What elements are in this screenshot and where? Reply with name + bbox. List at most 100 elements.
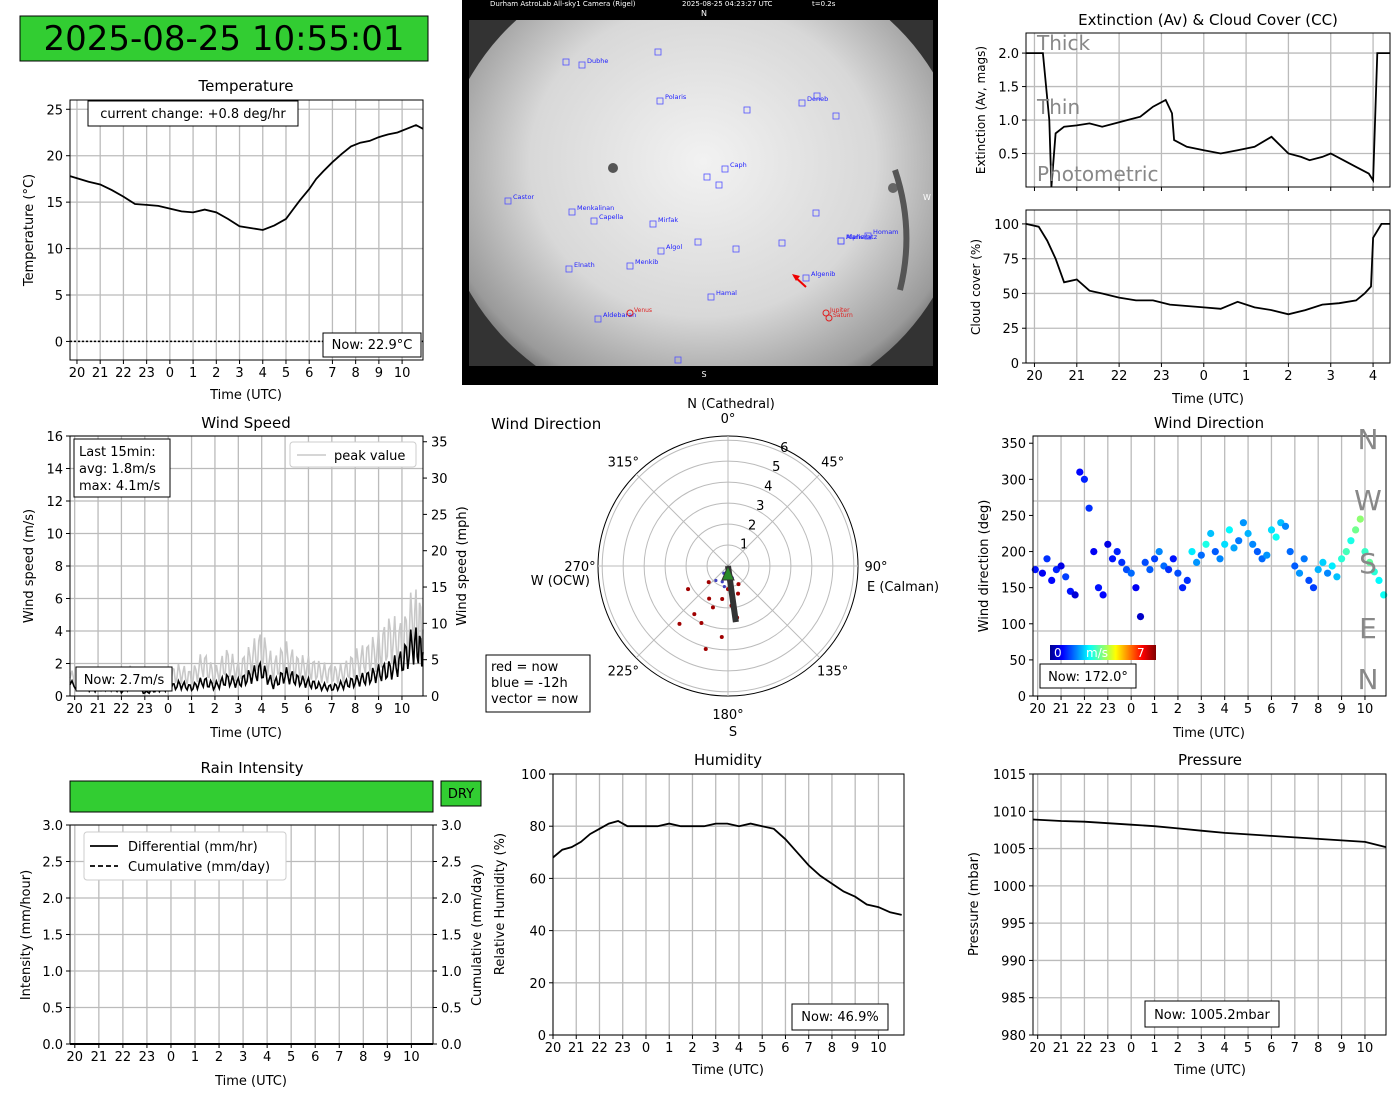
allsky-planet-marker [822, 309, 830, 317]
allsky-star-marker [590, 217, 598, 225]
wind-direction-point [1221, 540, 1229, 548]
rain-xtick-label: 6 [311, 1050, 319, 1065]
humidity-xtick-label: 0 [642, 1041, 650, 1056]
humidity-now-text: Now: 46.9% [801, 1010, 878, 1025]
wind-direction-point [1132, 584, 1140, 592]
wind-speed-y2tick-label: 20 [431, 545, 448, 560]
allsky-star-marker [715, 181, 723, 189]
wind-polar-now-point [692, 612, 697, 617]
allsky-star-marker [743, 106, 751, 114]
rain-ytick-label: 2.0 [42, 892, 63, 907]
allsky-star-marker [657, 247, 665, 255]
wind-direction-point [1099, 591, 1107, 599]
wind-direction-xtick-label: 21 [1053, 702, 1070, 717]
wind-direction-point [1108, 555, 1117, 563]
wind-direction-xtick-label: 23 [1100, 702, 1117, 717]
wind-speed-ytick-label: 16 [46, 430, 63, 445]
wind-direction-point [1038, 569, 1046, 577]
wind-speed-xtick-label: 7 [328, 702, 336, 717]
wind-polar-past-point [714, 578, 718, 583]
humidity-ytick-label: 0 [538, 1029, 546, 1044]
pressure-ytick-label: 1015 [993, 768, 1026, 783]
wind-direction-point [1085, 504, 1093, 512]
temperature-axes-frame [69, 99, 424, 361]
wind-direction-point [1230, 544, 1238, 552]
pressure-now-text: Now: 1005.2mbar [1154, 1008, 1270, 1023]
wind-direction-point [1169, 555, 1177, 563]
pressure-xtick-label: 2 [1174, 1041, 1182, 1056]
allsky-star-marker [594, 315, 602, 323]
allsky-star-label: Caph [730, 161, 747, 169]
allsky-star-label: Homam [873, 228, 899, 236]
allsky-south-label: S [701, 370, 706, 379]
extinction-series-line [1026, 52, 1390, 188]
wind-speed-xtick-label: 2 [211, 702, 219, 717]
allsky-star-marker [832, 112, 840, 120]
humidity-xtick-label: 4 [735, 1041, 743, 1056]
allsky-star-label: Algenib [811, 270, 835, 278]
cloud-xlabel: Time (UTC) [1171, 392, 1244, 407]
wind-direction-title: Wind Direction [1154, 414, 1264, 432]
wind-direction-colorbar-label: m/s [1086, 646, 1108, 660]
wind-polar-spoke [635, 565, 729, 659]
cloud-xtick-label: 23 [1153, 369, 1170, 384]
rain-status-text: DRY [448, 787, 474, 802]
wind-direction-now-box [1039, 663, 1137, 689]
wind-direction-ytick-label: 100 [1001, 618, 1026, 633]
wind-direction-point [1305, 576, 1313, 585]
humidity-ytick-label: 40 [529, 925, 546, 940]
wind-direction-xtick-label: 1 [1150, 702, 1158, 717]
allsky-star-marker [812, 209, 820, 217]
humidity-xtick-label: 10 [870, 1041, 887, 1056]
wind-speed-stats-2: avg: 1.8m/s [79, 462, 156, 477]
allsky-star-label: Markab [846, 233, 870, 241]
wind-polar-now-point [707, 596, 712, 601]
wind-polar-now-point [736, 582, 741, 587]
humidity-xtick-label: 23 [614, 1041, 631, 1056]
wind-direction-point [1225, 526, 1233, 534]
cloud-ylabel: Cloud cover (%) [969, 239, 983, 335]
allsky-dome [469, 20, 933, 366]
allsky-star-marker [694, 238, 702, 246]
wind-direction-point [1136, 613, 1145, 621]
wind-speed-xtick-label: 6 [304, 702, 312, 717]
wind-direction-ylabel: Wind direction (deg) [977, 500, 992, 633]
wind-direction-point [1094, 584, 1103, 592]
wind-speed-ytick-label: 4 [55, 625, 63, 640]
allsky-star-marker [674, 356, 682, 364]
wind-speed-stats-3: max: 4.1m/s [79, 479, 161, 494]
wind-direction-points [1031, 468, 1388, 621]
allsky-header-left: Durham AstroLab All-sky1 Camera (Rigel) [490, 0, 636, 8]
rain-ytick-label: 0.5 [42, 1002, 63, 1017]
rain-y2tick-label: 2.0 [441, 892, 462, 907]
wind-direction-point [1127, 569, 1135, 577]
temperature-xtick-label: 4 [259, 366, 267, 381]
extinction-panel: Extinction (Av) & Cloud Cover (CC) 0.5 1.… [974, 11, 1391, 191]
rain-ytick-label: 1.5 [42, 929, 63, 944]
pressure-ytick-label: 980 [1001, 1029, 1026, 1044]
wind-speed-ytick-label: 14 [46, 463, 63, 478]
extinction-title: Extinction (Av) & Cloud Cover (CC) [1078, 11, 1338, 29]
wind-direction-point [1197, 551, 1205, 559]
allsky-star-marker [649, 220, 657, 228]
cloud-axes-frame [1025, 209, 1391, 364]
allsky-star-marker [626, 262, 634, 270]
clock-box [19, 15, 429, 62]
allsky-star-marker [707, 293, 715, 301]
rain-xtick-label: 8 [359, 1050, 367, 1065]
humidity-xtick-label: 22 [591, 1041, 608, 1056]
wind-polar-north-label: N (Cathedral) [687, 397, 775, 412]
temperature-xtick-label: 21 [92, 366, 109, 381]
temperature-ytick-label: 0 [55, 335, 63, 350]
wind-direction-point [1076, 468, 1084, 476]
allsky-star-marker [732, 245, 740, 253]
pressure-xtick-label: 20 [1029, 1041, 1046, 1056]
allsky-planet-label: Saturn [833, 312, 853, 319]
wind-direction-point [1253, 548, 1261, 556]
wind-polar-spoke [727, 473, 821, 567]
extinction-ticks: 0.5 1.0 1.5 2.0 [998, 47, 1374, 191]
wind-speed-xtick-label: 9 [374, 702, 382, 717]
wind-direction-xlabel: Time (UTC) [1172, 726, 1245, 741]
